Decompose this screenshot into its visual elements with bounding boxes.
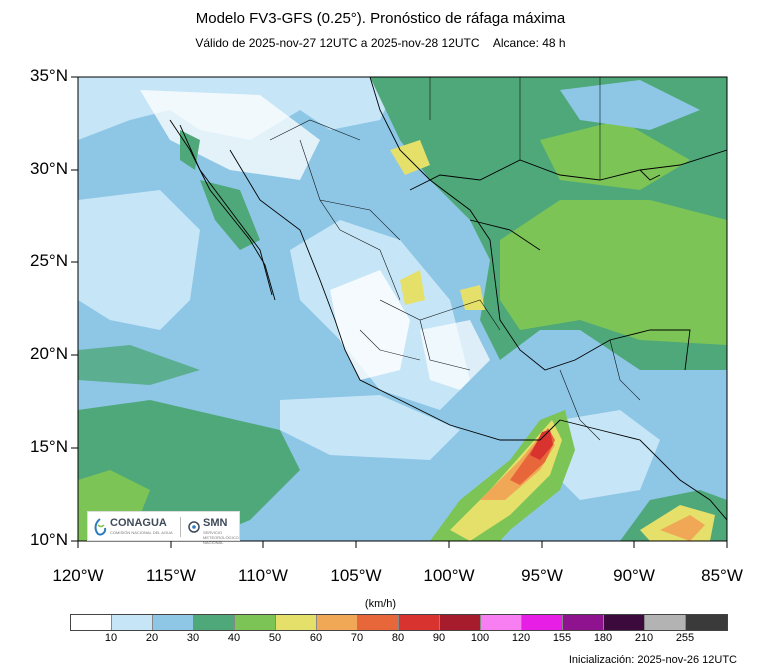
y-axis-label: 15°N	[30, 437, 68, 456]
axis-ticks	[71, 76, 728, 548]
colorbar-swatch	[440, 615, 481, 630]
colorbar-tick-label: 10	[104, 632, 118, 644]
x-axis-label: 85°W	[701, 566, 743, 585]
forecast-range: Alcance: 48 h	[492, 36, 566, 50]
colorbar-swatch	[276, 615, 317, 630]
colorbar-tick-label: 30	[186, 632, 200, 644]
colorbar-tick-label: 210	[634, 632, 654, 644]
smn-label: SMN	[203, 517, 228, 529]
colorbar-tick-label: 40	[227, 632, 241, 644]
colorbar-swatch	[399, 615, 440, 630]
colorbar-swatch	[563, 615, 604, 630]
coastlines	[169, 77, 727, 521]
initialization-time: Inicialización: 2025-nov-26 12UTC	[568, 654, 737, 666]
colorbar-tick-label: 90	[432, 632, 446, 644]
y-axis-label: 35°N	[30, 66, 68, 85]
x-axis-label: 115°W	[146, 566, 196, 585]
y-axis-label: 30°N	[30, 159, 68, 178]
state-borders	[269, 77, 641, 441]
colorbar-swatch	[604, 615, 645, 630]
colorbar-units: (km/h)	[364, 598, 397, 610]
colorbar-tick-label: 155	[552, 632, 572, 644]
colorbar-swatch	[358, 615, 399, 630]
x-axis-label: 95°W	[521, 566, 563, 585]
colorbar-tick-label: 180	[593, 632, 613, 644]
agency-logos: CONAGUA COMISIÓN NACIONAL DEL AGUA SMN S…	[87, 511, 240, 545]
y-axis-label: 20°N	[30, 344, 68, 363]
x-axis-label: 100°W	[423, 566, 475, 585]
colorbar-tick-label: 120	[511, 632, 531, 644]
map-title: Modelo FV3-GFS (0.25°). Pronóstico de rá…	[195, 10, 566, 27]
colorbar-swatch	[71, 615, 112, 630]
colorbar-tick-label: 80	[391, 632, 405, 644]
y-axis-label: 25°N	[30, 251, 68, 270]
logo-divider	[180, 517, 181, 537]
colorbar-tick-label: 20	[145, 632, 159, 644]
colorbar-swatch	[235, 615, 276, 630]
gust-field	[78, 77, 727, 541]
x-axis-label: 105°W	[330, 566, 382, 585]
map-frame	[77, 76, 728, 542]
x-axis-label: 90°W	[613, 566, 655, 585]
colorbar-swatch	[112, 615, 153, 630]
conagua-label: CONAGUA	[110, 517, 167, 529]
colorbar-tick-label: 60	[309, 632, 323, 644]
colorbar	[70, 614, 728, 631]
colorbar-swatch	[522, 615, 563, 630]
colorbar-swatch	[645, 615, 686, 630]
colorbar-tick-label: 255	[675, 632, 695, 644]
conagua-logo-icon	[94, 518, 107, 536]
colorbar-swatch	[194, 615, 235, 630]
validity-period: Válido de 2025-nov-27 12UTC a 2025-nov-2…	[195, 36, 480, 50]
colorbar-swatch	[481, 615, 522, 630]
map-subtitle: Válido de 2025-nov-27 12UTC a 2025-nov-2…	[0, 36, 761, 50]
smn-sublabel: SERVICIO METEOROLÓGICO NACIONAL	[203, 530, 239, 545]
x-axis-label: 110°W	[238, 566, 288, 585]
y-axis-label: 10°N	[30, 530, 68, 549]
colorbar-swatch	[317, 615, 358, 630]
colorbar-tick-label: 70	[350, 632, 364, 644]
smn-logo-icon	[188, 521, 200, 533]
colorbar-swatch	[686, 615, 727, 630]
colorbar-tick-label: 50	[268, 632, 282, 644]
x-axis-label: 120°W	[52, 566, 104, 585]
conagua-sublabel: COMISIÓN NACIONAL DEL AGUA	[110, 530, 173, 535]
colorbar-tick-label: 100	[470, 632, 490, 644]
colorbar-swatch	[153, 615, 194, 630]
